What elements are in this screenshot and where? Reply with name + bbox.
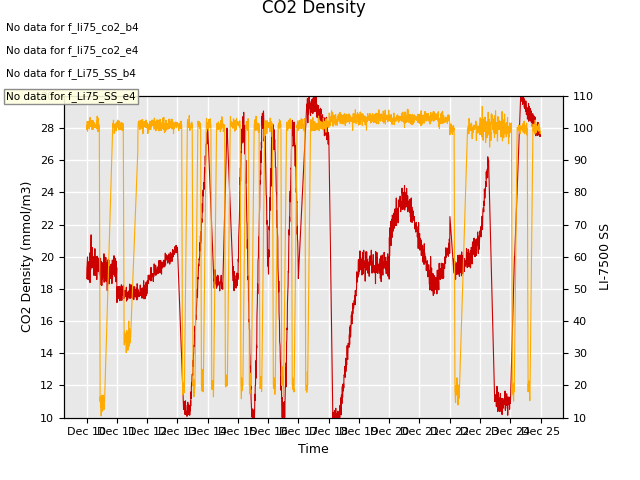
Text: No data for f_Li75_SS_e4: No data for f_Li75_SS_e4 bbox=[6, 91, 136, 102]
Text: No data for f_li75_co2_b4: No data for f_li75_co2_b4 bbox=[6, 22, 139, 33]
Y-axis label: CO2 Density (mmol/m3): CO2 Density (mmol/m3) bbox=[22, 181, 35, 333]
Text: No data for f_Li75_SS_b4: No data for f_Li75_SS_b4 bbox=[6, 68, 136, 79]
Text: No data for f_li75_co2_e4: No data for f_li75_co2_e4 bbox=[6, 45, 139, 56]
Legend: li75_co2_m4, Li75_SS_m4: li75_co2_m4, Li75_SS_m4 bbox=[184, 479, 443, 480]
X-axis label: Time: Time bbox=[298, 443, 329, 456]
Y-axis label: LI-7500 SS: LI-7500 SS bbox=[600, 223, 612, 290]
Title: CO2 Density: CO2 Density bbox=[262, 0, 365, 17]
